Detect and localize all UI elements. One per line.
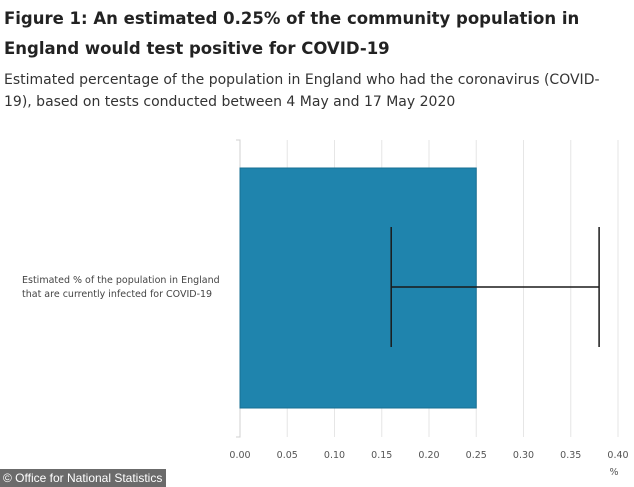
chart-title: Figure 1: An estimated 0.25% of the comm… bbox=[4, 9, 580, 58]
x-tick-label-4: 0.20 bbox=[418, 450, 439, 461]
x-tick-label-0: 0.00 bbox=[229, 450, 250, 461]
x-tick-label-1: 0.05 bbox=[277, 450, 298, 461]
x-axis-label: % bbox=[609, 467, 618, 478]
x-axis-ticks: 0.00 0.05 0.10 0.15 0.20 0.25 0.30 0.35 0.40 bbox=[229, 450, 628, 461]
x-tick-label-5: 0.25 bbox=[466, 450, 487, 461]
y-axis-bracket bbox=[236, 139, 241, 438]
bars bbox=[239, 167, 477, 409]
x-tick-label-3: 0.15 bbox=[371, 450, 392, 461]
x-tick-label-8: 0.40 bbox=[607, 450, 628, 461]
x-tick-label-6: 0.30 bbox=[513, 450, 534, 461]
category-label: Estimated % of the population in England… bbox=[22, 275, 220, 300]
source-credit: © Office for National Statistics bbox=[0, 469, 167, 487]
error-bars bbox=[390, 227, 600, 347]
chart-subtitle: Estimated percentage of the population i… bbox=[4, 72, 600, 110]
y-axis-line bbox=[236, 139, 241, 438]
x-tick-label-7: 0.35 bbox=[560, 450, 581, 461]
bar-0 bbox=[239, 167, 477, 409]
x-tick-label-2: 0.10 bbox=[324, 450, 345, 461]
